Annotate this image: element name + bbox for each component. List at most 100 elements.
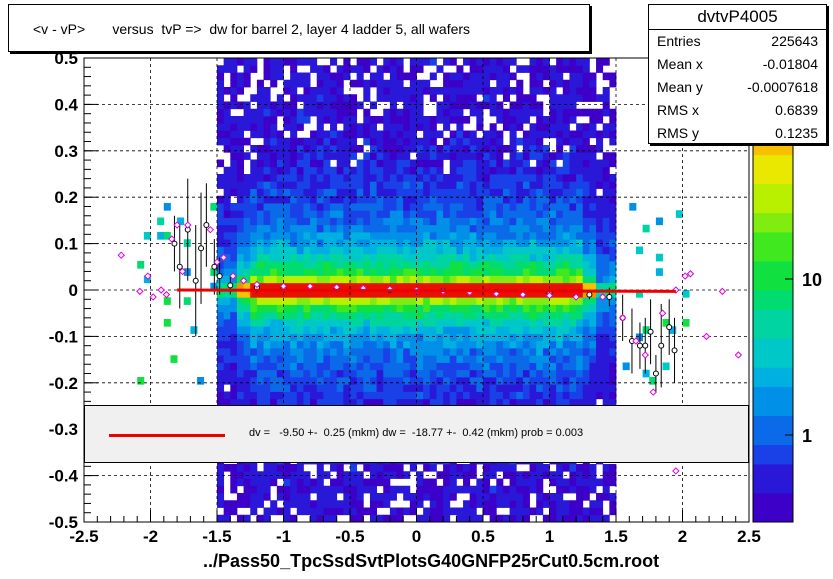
heatmap-cell xyxy=(290,65,298,73)
heatmap-cell xyxy=(383,348,391,356)
heatmap-cell xyxy=(383,333,391,342)
heatmap-cell xyxy=(396,166,404,175)
heatmap-cell xyxy=(403,166,411,175)
heatmap-cell xyxy=(496,79,504,88)
heatmap-cell xyxy=(423,145,431,153)
heatmap-cell xyxy=(622,362,630,371)
heatmap-cell xyxy=(569,108,577,117)
heatmap-cell xyxy=(283,123,291,131)
heatmap-cell xyxy=(416,282,424,291)
heatmap-cell xyxy=(243,210,251,218)
heatmap-cell xyxy=(316,232,324,240)
heatmap-cell xyxy=(383,478,391,487)
heatmap-cell xyxy=(396,398,404,407)
heatmap-cell xyxy=(469,311,477,320)
heatmap-cell xyxy=(343,290,351,298)
heatmap-cell xyxy=(409,239,417,247)
heatmap-cell xyxy=(383,340,391,349)
heatmap-cell xyxy=(323,485,331,494)
heatmap-cell xyxy=(323,253,331,262)
heatmap-cell xyxy=(389,398,397,407)
heatmap-cell xyxy=(270,290,278,298)
heatmap-cell xyxy=(556,116,564,124)
heatmap-cell xyxy=(582,333,590,342)
heatmap-cell xyxy=(356,210,364,218)
heatmap-cell xyxy=(496,137,504,146)
heatmap-cell xyxy=(316,377,324,385)
heatmap-cell xyxy=(363,232,371,240)
heatmap-cell xyxy=(350,101,358,110)
heatmap-cell xyxy=(303,326,311,334)
heatmap-cell xyxy=(489,268,497,276)
heatmap-cell xyxy=(456,145,464,153)
heatmap-cell xyxy=(383,159,391,168)
heatmap-cell xyxy=(463,369,471,378)
heatmap-cell xyxy=(270,210,278,218)
heatmap-cell xyxy=(376,145,384,153)
heatmap-cell xyxy=(576,377,584,385)
heatmap-cell xyxy=(436,391,444,400)
heatmap-cell xyxy=(256,116,264,124)
heatmap-cell xyxy=(449,275,457,284)
heatmap-cell xyxy=(303,311,311,320)
heatmap-cell xyxy=(416,471,424,479)
heatmap-cell xyxy=(416,311,424,320)
heatmap-cell xyxy=(476,224,484,233)
heatmap-cell xyxy=(230,268,238,276)
heatmap-cell xyxy=(423,398,431,407)
heatmap-cell xyxy=(243,348,251,356)
heatmap-cell xyxy=(522,232,530,240)
heatmap-cell xyxy=(363,282,371,291)
heatmap-cell xyxy=(270,188,278,197)
heatmap-cell xyxy=(250,210,258,218)
heatmap-cell xyxy=(310,268,318,276)
fit-legend: dv = -9.50 +- 0.25 (mkm) dw = -18.77 +- … xyxy=(84,405,749,463)
x-tick-label: 0 xyxy=(412,527,421,546)
heatmap-cell xyxy=(549,239,557,247)
heatmap-cell xyxy=(416,188,424,197)
heatmap-cell xyxy=(243,391,251,400)
heatmap-cell xyxy=(283,377,291,385)
heatmap-cell xyxy=(276,362,284,371)
heatmap-cell xyxy=(489,340,497,349)
heatmap-cell xyxy=(542,500,550,508)
heatmap-cell xyxy=(369,152,377,160)
heatmap-cell xyxy=(542,362,550,371)
heatmap-cell xyxy=(356,174,364,182)
heatmap-cell xyxy=(330,282,338,291)
heatmap-cell xyxy=(416,319,424,327)
heatmap-cell xyxy=(569,311,577,320)
heatmap-cell xyxy=(509,108,517,117)
heatmap-cell xyxy=(230,485,238,494)
heatmap-cell xyxy=(290,377,298,385)
heatmap-cell xyxy=(409,268,417,276)
heatmap-cell xyxy=(469,188,477,197)
heatmap-cell xyxy=(236,253,244,262)
heatmap-cell xyxy=(596,137,604,146)
heatmap-cell xyxy=(263,253,271,262)
heatmap-cell xyxy=(416,181,424,189)
heatmap-cell xyxy=(509,326,517,334)
heatmap-cell xyxy=(389,485,397,494)
heatmap-cell xyxy=(389,304,397,313)
heatmap-cell xyxy=(383,326,391,334)
heatmap-cell xyxy=(283,268,291,276)
heatmap-cell xyxy=(509,181,517,189)
heatmap-cell xyxy=(323,500,331,508)
heatmap-cell xyxy=(296,297,304,305)
heatmap-cell xyxy=(290,326,298,334)
heatmap-cell xyxy=(236,261,244,269)
heatmap-cell xyxy=(389,348,397,356)
heatmap-cell xyxy=(310,355,318,363)
heatmap-cell xyxy=(396,297,404,305)
heatmap-cell xyxy=(403,384,411,392)
heatmap-cell xyxy=(496,355,504,363)
heatmap-cell xyxy=(230,188,238,197)
colorbar-segment xyxy=(753,406,793,417)
heatmap-cell xyxy=(502,195,510,204)
heatmap-cell xyxy=(429,311,437,320)
heatmap-cell xyxy=(602,355,610,363)
profile-point-magenta xyxy=(649,388,657,396)
heatmap-cell xyxy=(217,130,225,139)
heatmap-cell xyxy=(409,369,417,378)
